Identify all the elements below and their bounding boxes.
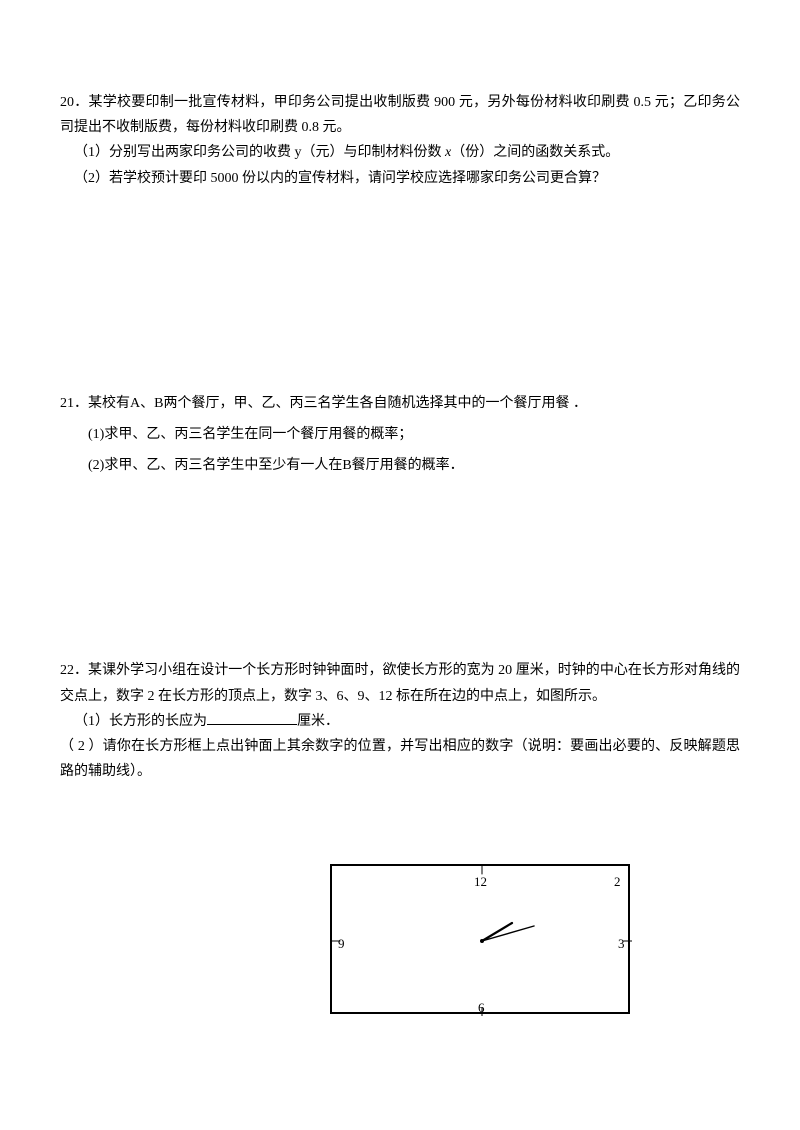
q22-sub1-pre: （1）长方形的长应为	[74, 714, 207, 729]
q21-text: 某校有A、B两个餐厅，甲、乙、丙三名学生各自随机选择其中的一个餐厅用餐 ．	[88, 396, 587, 411]
q20-sub2: （2）若学校预计要印 5000 份以内的宣传材料，请问学校应选择哪家印务公司更合…	[60, 166, 740, 191]
q22-body: 22．某课外学习小组在设计一个长方形时钟钟面时，欲使长方形的宽为 20 厘米，时…	[60, 658, 740, 708]
q20-sub1-pre: （1）分别写出两家印务公司的收费 y（元）与印制材料份数	[74, 145, 445, 160]
q22-sub1-post: 厘米．	[297, 714, 339, 729]
q20-sub1-tail: （份）之间的函数关系式。	[451, 145, 619, 160]
spacer	[60, 221, 740, 391]
spacer	[60, 508, 740, 658]
clock-hands-svg	[332, 866, 632, 1016]
question-20: 20．某学校要印制一批宣传材料，甲印务公司提出收制版费 900 元，另外每份材料…	[60, 90, 740, 191]
q21-body: 21．某校有A、B两个餐厅，甲、乙、丙三名学生各自随机选择其中的一个餐厅用餐 ．	[60, 391, 740, 416]
question-22: 22．某课外学习小组在设计一个长方形时钟钟面时，欲使长方形的宽为 20 厘米，时…	[60, 658, 740, 784]
q22-number: 22．	[60, 663, 88, 678]
clock-figure: 12 2 3 6 9	[60, 864, 740, 1014]
clock-rectangle: 12 2 3 6 9	[330, 864, 630, 1014]
q22-text: 某课外学习小组在设计一个长方形时钟钟面时，欲使长方形的宽为 20 厘米，时钟的中…	[60, 663, 740, 703]
q21-sub2: (2)求甲、乙、丙三名学生中至少有一人在B餐厅用餐的概率．	[60, 453, 740, 478]
fill-blank[interactable]	[207, 711, 297, 725]
q21-number: 21．	[60, 396, 88, 411]
question-21: 21．某校有A、B两个餐厅，甲、乙、丙三名学生各自随机选择其中的一个餐厅用餐 ．…	[60, 391, 740, 479]
q22-sub1: （1）长方形的长应为 厘米．	[60, 709, 740, 734]
q22-sub2: （ 2 ）请你在长方形框上点出钟面上其余数字的位置，并写出相应的数字（说明：要画…	[60, 734, 740, 784]
q21-sub1: (1)求甲、乙、丙三名学生在同一个餐厅用餐的概率；	[60, 422, 740, 447]
spacer	[60, 814, 740, 844]
q20-body: 20．某学校要印制一批宣传材料，甲印务公司提出收制版费 900 元，另外每份材料…	[60, 90, 740, 140]
q20-text: 某学校要印制一批宣传材料，甲印务公司提出收制版费 900 元，另外每份材料收印刷…	[60, 95, 740, 135]
q20-number: 20．	[60, 95, 89, 110]
q20-sub1: （1）分别写出两家印务公司的收费 y（元）与印制材料份数 x（份）之间的函数关系…	[60, 140, 740, 165]
